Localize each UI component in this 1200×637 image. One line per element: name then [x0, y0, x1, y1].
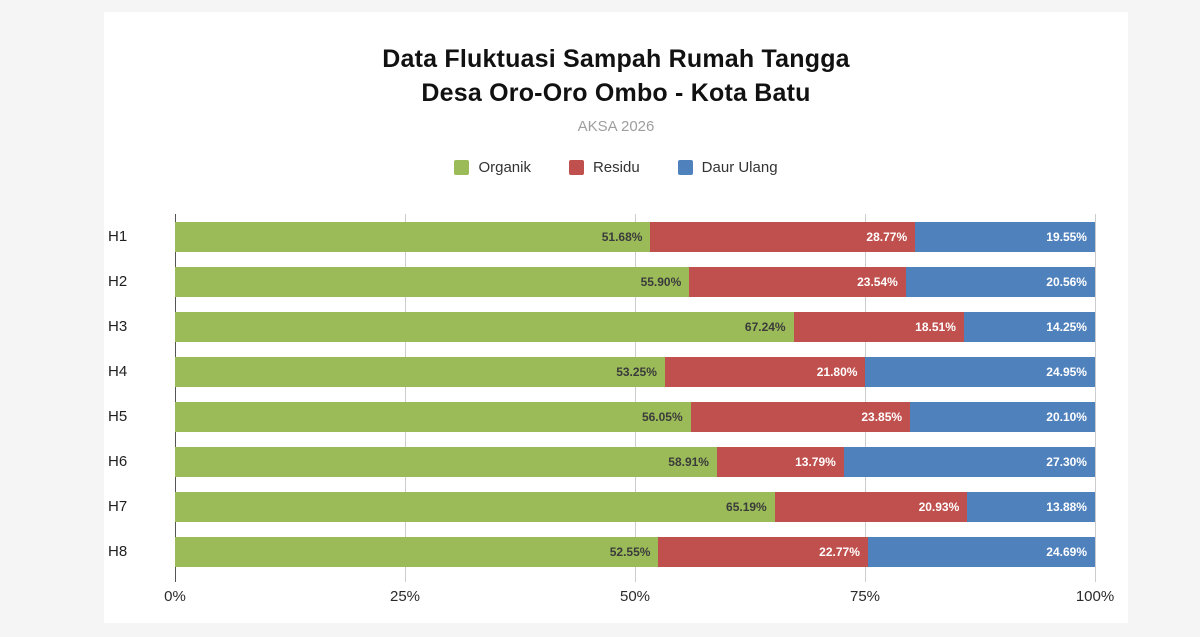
legend-item-daur-ulang: Daur Ulang	[677, 159, 778, 176]
bar-value-label: 21.80%	[816, 365, 858, 379]
bar-segment-daur-ulang: 13.88%	[967, 492, 1095, 522]
axis-tick	[1095, 575, 1096, 582]
axis-tick-label: 0%	[164, 588, 186, 605]
bar-value-label: 28.77%	[866, 230, 908, 244]
bar-row-h2: H2 55.90% 23.54% 20.56%	[108, 267, 1095, 297]
category-label: H4	[108, 363, 128, 380]
bar-row-h4: H4 53.25% 21.80% 24.95%	[108, 357, 1095, 387]
bar-value-label: 27.30%	[1046, 455, 1087, 469]
bar-segment-daur-ulang: 14.25%	[963, 312, 1095, 342]
legend-label: Organik	[478, 159, 531, 176]
chart-title-line2: Desa Oro-Oro Ombo - Kota Batu	[421, 79, 811, 107]
axis-line	[175, 214, 176, 575]
legend-swatch-daur-ulang	[677, 160, 693, 175]
bar-value-label: 24.69%	[1046, 545, 1087, 559]
bar-segment-daur-ulang: 24.95%	[865, 357, 1095, 387]
gridline	[635, 214, 636, 575]
category-label: H5	[108, 408, 128, 425]
bar-row-h6: H6 58.91% 13.79% 27.30%	[108, 447, 1095, 477]
bar-value-label: 55.90%	[640, 275, 682, 289]
bar-segment-organik: 65.19%	[175, 492, 775, 522]
category-label: H2	[108, 273, 128, 290]
bar-value-label: 22.77%	[819, 545, 860, 559]
bar-segment-organik: 51.68%	[175, 222, 651, 252]
bar-value-label: 58.91%	[668, 455, 709, 469]
legend-item-organik: Organik	[454, 159, 531, 176]
chart-title-line1: Data Fluktuasi Sampah Rumah Tangga	[382, 45, 850, 73]
bar-value-label: 56.05%	[641, 410, 683, 424]
bar-segment-organik: 67.24%	[175, 312, 794, 342]
bar-value-label: 18.51%	[915, 320, 956, 334]
bar-row-h8: H8 52.55% 22.77% 24.69%	[108, 537, 1095, 567]
plot-area: 0% 25% 50% 75% 100% H1 51.68% 28.77% 19.55% H2 55.…	[108, 214, 1114, 605]
legend-swatch-organik	[454, 160, 470, 175]
bar-value-label: 24.95%	[1046, 365, 1087, 379]
bar-value-label: 13.79%	[795, 455, 836, 469]
bar-row-h1: H1 51.68% 28.77% 19.55%	[108, 222, 1095, 252]
gridline	[865, 214, 866, 575]
bar-value-label: 23.85%	[861, 410, 903, 424]
bar-value-label: 20.56%	[1046, 275, 1087, 289]
bar-value-label: 51.68%	[601, 230, 643, 244]
bar-segment-residu: 28.77%	[650, 222, 916, 252]
chart-subtitle: AKSA 2026	[577, 118, 655, 135]
bar-row-h5: H5 56.05% 23.85% 20.10%	[108, 402, 1095, 432]
bar-value-label: 19.55%	[1046, 230, 1087, 244]
bar-value-label: 20.93%	[918, 500, 960, 514]
bar-segment-daur-ulang: 20.56%	[905, 267, 1095, 297]
bar-row-h3: H3 67.24% 18.51% 14.25%	[108, 312, 1095, 342]
bar-segment-residu: 20.93%	[774, 492, 968, 522]
bar-segment-residu: 13.79%	[716, 447, 844, 477]
bar-segment-daur-ulang: 24.69%	[867, 537, 1095, 567]
category-label: H7	[108, 498, 128, 515]
bar-value-label: 65.19%	[726, 500, 767, 514]
bar-value-label: 13.88%	[1046, 500, 1087, 514]
bar-segment-organik: 55.90%	[175, 267, 690, 297]
bar-segment-residu: 18.51%	[793, 312, 964, 342]
gridline	[1095, 214, 1096, 575]
axis-tick	[175, 575, 176, 582]
legend-label: Daur Ulang	[701, 159, 778, 176]
category-label: H6	[108, 453, 128, 470]
legend-swatch-residu	[568, 160, 584, 175]
axis-tick-label: 75%	[849, 588, 881, 605]
category-label: H3	[108, 318, 128, 335]
legend-label: Residu	[592, 159, 640, 176]
bar-value-label: 14.25%	[1046, 320, 1087, 334]
bar-segment-residu: 21.80%	[664, 357, 866, 387]
chart-title: Data Fluktuasi Sampah Rumah Tangga Desa …	[104, 42, 1128, 110]
bar-row-h7: H7 65.19% 20.93% 13.88%	[108, 492, 1095, 522]
bar-segment-residu: 22.77%	[658, 537, 868, 567]
bar-segment-daur-ulang: 20.10%	[910, 402, 1095, 432]
bar-segment-organik: 53.25%	[175, 357, 665, 387]
bar-value-label: 67.24%	[744, 320, 786, 334]
axis-tick-label: 50%	[619, 588, 651, 605]
bar-segment-residu: 23.85%	[690, 402, 911, 432]
bar-segment-daur-ulang: 19.55%	[915, 222, 1095, 252]
bar-segment-residu: 23.54%	[689, 267, 906, 297]
axis-tick	[405, 575, 406, 582]
bar-value-label: 53.25%	[616, 365, 657, 379]
chart-legend: Organik Residu Daur Ulang	[104, 159, 1128, 176]
category-label: H1	[108, 228, 128, 245]
bar-value-label: 20.10%	[1046, 410, 1087, 424]
axis-tick-label: 100%	[1075, 588, 1115, 605]
bar-segment-daur-ulang: 27.30%	[843, 447, 1095, 477]
bar-value-label: 52.55%	[609, 545, 651, 559]
gridline	[405, 214, 406, 575]
axis-tick	[635, 575, 636, 582]
legend-item-residu: Residu	[568, 159, 640, 176]
bar-value-label: 23.54%	[857, 275, 898, 289]
bar-segment-organik: 58.91%	[175, 447, 717, 477]
axis-tick	[865, 575, 866, 582]
category-label: H8	[108, 543, 128, 560]
bar-segment-organik: 56.05%	[175, 402, 691, 432]
axis-tick-label: 25%	[389, 588, 421, 605]
chart-card: Data Fluktuasi Sampah Rumah Tangga Desa …	[104, 12, 1128, 623]
bar-segment-organik: 52.55%	[175, 537, 659, 567]
